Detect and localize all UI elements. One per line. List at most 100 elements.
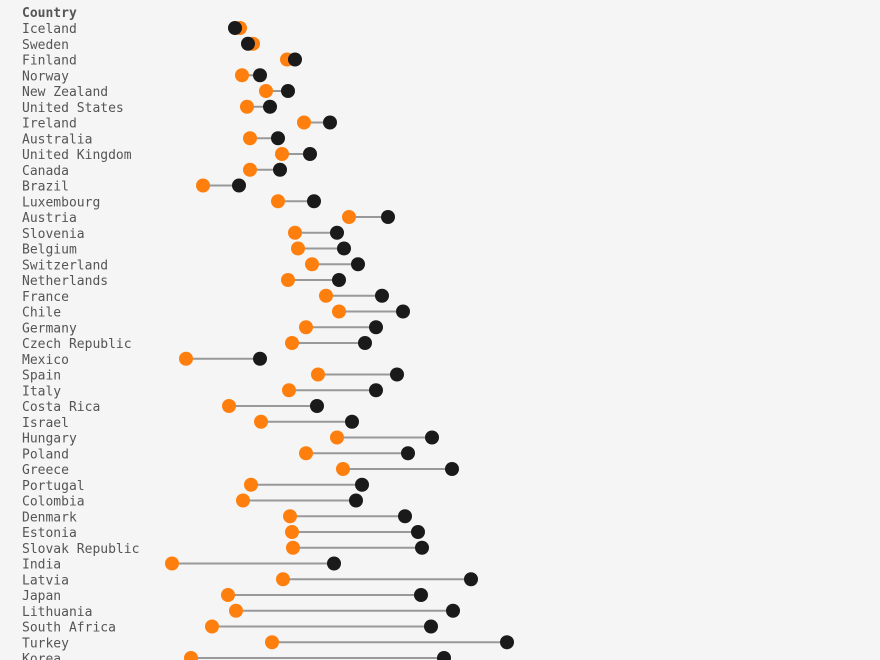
row-luxembourg: Luxembourg [22,194,321,210]
country-label: Norway [22,69,69,84]
start-point [285,336,299,350]
start-point [275,147,289,161]
end-point [330,225,344,240]
end-point [424,619,438,634]
end-point [351,257,365,272]
row-norway: Norway [22,68,267,84]
end-point [445,462,459,476]
column-header: Country [22,6,77,21]
row-latvia: Latvia [22,572,478,588]
row-france: France [22,288,389,305]
end-point [307,194,321,209]
start-point [254,414,268,429]
row-israel: Israel [22,414,359,431]
country-label: Estonia [22,526,77,541]
row-austria: Austria [22,210,395,226]
start-point [332,304,346,319]
start-point [291,241,305,256]
country-label: Israel [22,416,69,431]
end-point [355,477,369,492]
row-india: India [22,556,341,573]
country-label: Belgium [22,243,77,258]
country-label: Japan [22,589,61,604]
end-point [349,493,363,508]
end-point [369,383,383,398]
end-point [375,288,389,303]
start-point [311,367,325,382]
start-point [165,556,179,571]
row-estonia: Estonia [22,525,425,541]
start-point [271,194,285,209]
end-point [288,52,302,67]
row-portugal: Portugal [22,477,369,494]
end-point [303,147,317,161]
end-point [358,336,372,350]
country-label: Slovenia [22,227,85,242]
start-point [342,210,356,224]
row-netherlands: Netherlands [22,273,346,289]
country-label: Brazil [22,180,69,195]
row-australia: Australia [22,131,285,147]
country-label: Colombia [22,495,85,510]
row-hungary: Hungary [22,430,439,447]
country-label: United States [22,101,124,116]
start-point [288,225,302,240]
end-point [232,178,246,193]
start-point [281,273,295,287]
country-label: Lithuania [22,605,92,620]
country-label: Spain [22,369,61,384]
country-label: Sweden [22,38,69,53]
end-point [390,367,404,382]
end-point [415,540,429,555]
country-label: Italy [22,384,61,399]
row-united-kingdom: United Kingdom [22,147,317,163]
country-label: Mexico [22,353,69,368]
start-point [222,399,236,413]
row-korea: Korea [22,651,451,660]
country-label: Greece [22,463,69,478]
start-point [319,288,333,303]
start-point [299,320,313,335]
row-south-africa: South Africa [22,619,438,636]
start-point [259,84,273,98]
row-costa-rica: Costa Rica [22,399,324,415]
row-slovenia: Slovenia [22,225,344,242]
country-label: Czech Republic [22,337,132,352]
row-mexico: Mexico [22,351,267,368]
start-point [235,68,249,83]
end-point [323,115,337,130]
end-point [263,99,277,114]
end-point [414,588,428,602]
end-point [500,635,514,650]
start-point [243,162,257,177]
end-point [337,241,351,256]
row-brazil: Brazil [22,178,246,195]
start-point [283,509,297,524]
row-ireland: Ireland [22,115,337,132]
end-point [228,21,242,35]
country-label: Hungary [22,432,77,447]
end-point [401,446,415,461]
row-colombia: Colombia [22,493,363,510]
start-point [221,588,235,602]
start-point [229,603,243,618]
country-label: United Kingdom [22,148,132,163]
end-point [271,131,285,146]
country-label: Latvia [22,573,69,588]
country-label: Poland [22,447,69,462]
start-point [330,430,344,445]
start-point [286,540,300,555]
end-point [464,572,478,587]
country-label: Luxembourg [22,195,100,210]
country-label: Australia [22,132,92,147]
start-point [299,446,313,461]
start-point [205,619,219,634]
start-point [179,351,193,366]
row-germany: Germany [22,320,383,336]
row-spain: Spain [22,367,404,384]
country-label: Ireland [22,117,77,132]
end-point [332,273,346,287]
end-point [281,84,295,98]
country-label: Finland [22,54,77,69]
